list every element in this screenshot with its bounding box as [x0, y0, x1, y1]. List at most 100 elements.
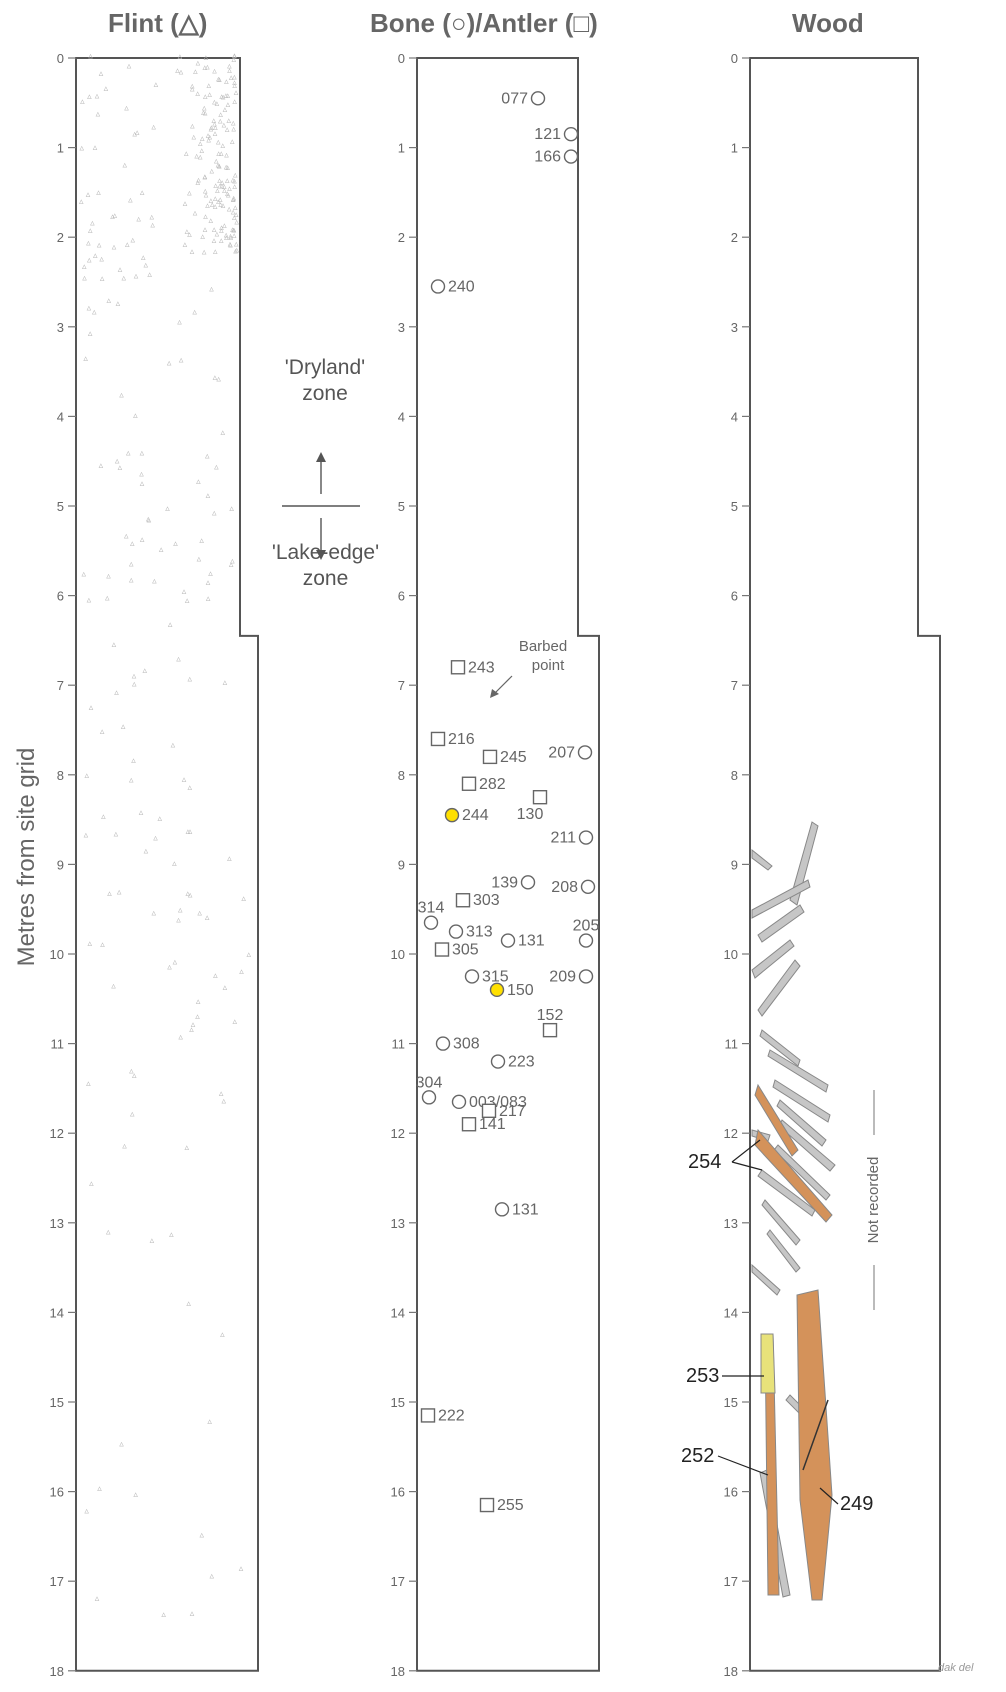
flint-point: ▵	[196, 175, 201, 185]
wood-label-249: 249	[840, 1493, 873, 1515]
bone-marker	[520, 875, 536, 890]
flint-point: ▵	[169, 1229, 174, 1239]
flint-point: ▵	[209, 195, 214, 205]
find-label: 304	[416, 1074, 443, 1091]
flint-point: ▵	[119, 1439, 124, 1449]
flint-point: ▵	[131, 234, 136, 244]
flint-point: ▵	[206, 577, 211, 587]
wood-piece	[766, 1229, 801, 1273]
flint-point: ▵	[217, 161, 222, 171]
wood-249-joint	[802, 1399, 829, 1471]
flint-point: ▵	[210, 199, 215, 209]
flint-point: ▵	[192, 306, 197, 316]
flint-point: ▵	[184, 148, 189, 158]
flint-point: ▵	[87, 595, 92, 605]
flint-point: ▵	[79, 143, 84, 153]
flint-point: ▵	[212, 65, 217, 75]
flint-tick-label: 15	[50, 1395, 64, 1410]
flint-point: ▵	[202, 102, 207, 112]
flint-point: ▵	[246, 949, 251, 959]
worked-wood-254	[754, 1128, 833, 1223]
flint-point: ▵	[129, 1066, 134, 1076]
flint-point: ▵	[188, 673, 193, 683]
flint-point: ▵	[80, 96, 85, 106]
wood-piece	[767, 1049, 829, 1093]
flint-point: ▵	[86, 237, 91, 247]
flint-point: ▵	[213, 970, 218, 980]
flint-point: ▵	[216, 374, 221, 384]
flint-point: ▵	[96, 108, 101, 118]
flint-point: ▵	[176, 915, 181, 925]
flint-point: ▵	[121, 721, 126, 731]
flint-point: ▵	[224, 76, 229, 86]
flint-tick-label: 12	[50, 1126, 64, 1141]
antler-marker	[479, 1497, 495, 1513]
flint-point: ▵	[197, 554, 202, 564]
find-label: 244	[462, 807, 489, 824]
flint-point: ▵	[112, 242, 117, 252]
flint-point: ▵	[208, 568, 213, 578]
flint-point: ▵	[186, 1298, 191, 1308]
flint-point: ▵	[215, 185, 220, 195]
depth-ticks: 0123456789101112131415161718012345678910…	[50, 51, 750, 1679]
flint-point: ▵	[214, 462, 219, 472]
flint-tick-label: 10	[50, 947, 64, 962]
find-label: 216	[448, 731, 475, 748]
find-label: 255	[497, 1497, 524, 1514]
wood-tick-label: 0	[731, 51, 738, 66]
highlighted-bone-marker	[444, 807, 460, 823]
bone-marker	[421, 1090, 437, 1105]
flint-tick-label: 2	[57, 230, 64, 245]
bone-tick-label: 8	[398, 768, 405, 783]
leader-249	[819, 1487, 839, 1505]
flint-point: ▵	[232, 50, 237, 60]
flint-points: ▵ ▵ ▵ ▵ ▵ ▵ ▵ ▵ ▵ ▵ ▵ ▵ ▵ ▵ ▵ ▵ ▵ ▵ ▵ ▵ ▵ ▵ ▵ ▵ ▵ ▵ ▵ ▵ ▵ ▵ ▵ ▵ ▵ ▵ ▵ ▵ ▵ ▵ ▵ ▵…	[79, 50, 251, 1619]
bone-tick-label: 3	[398, 320, 405, 335]
flint-point: ▵	[182, 774, 187, 784]
flint-point: ▵	[222, 220, 227, 230]
flint-point: ▵	[194, 150, 199, 160]
flint-point: ▵	[127, 61, 132, 71]
find-antler: 222	[420, 1407, 465, 1424]
wood-piece	[776, 1099, 827, 1147]
wood-piece	[759, 1029, 801, 1067]
flint-point: ▵	[195, 88, 200, 98]
flint-point: ▵	[216, 148, 221, 158]
find-label: 211	[550, 830, 576, 847]
flint-point: ▵	[224, 161, 229, 171]
bone-marker	[500, 933, 516, 948]
flint-tick-label: 5	[57, 499, 64, 514]
flint-point: ▵	[129, 558, 134, 568]
flint-point: ▵	[221, 200, 226, 210]
wood-pieces: 254 253 252 249 Not recorded	[681, 821, 882, 1601]
bone-marker	[530, 91, 546, 106]
wood-tick-label: 18	[724, 1664, 738, 1679]
find-label: 209	[549, 968, 576, 985]
flint-point: ▵	[223, 104, 228, 114]
find-label: 240	[448, 278, 475, 295]
flint-tick-label: 14	[50, 1305, 64, 1320]
flint-point: ▵	[190, 80, 195, 90]
flint-point: ▵	[201, 107, 206, 117]
flint-point: ▵	[122, 272, 127, 282]
antler-marker	[420, 1408, 436, 1423]
wood-tick-label: 4	[731, 409, 738, 424]
flint-point: ▵	[118, 264, 123, 274]
wood-piece	[772, 1079, 831, 1123]
flint-point: ▵	[220, 180, 225, 190]
wood-label-254: 254	[688, 1151, 721, 1173]
flint-point: ▵	[195, 1011, 200, 1021]
flint-point: ▵	[219, 148, 224, 158]
flint-point: ▵	[196, 177, 201, 187]
find-label: 207	[548, 744, 575, 761]
flint-point: ▵	[232, 224, 237, 234]
antler-marker	[461, 1117, 477, 1132]
flint-point: ▵	[87, 303, 92, 313]
bone-tick-label: 15	[391, 1395, 405, 1410]
wood-label-252: 252	[681, 1445, 714, 1467]
flint-point: ▵	[213, 246, 218, 256]
flint-point: ▵	[213, 193, 218, 203]
flint-point: ▵	[139, 468, 144, 478]
barbed-point-label: Barbed	[519, 638, 567, 655]
